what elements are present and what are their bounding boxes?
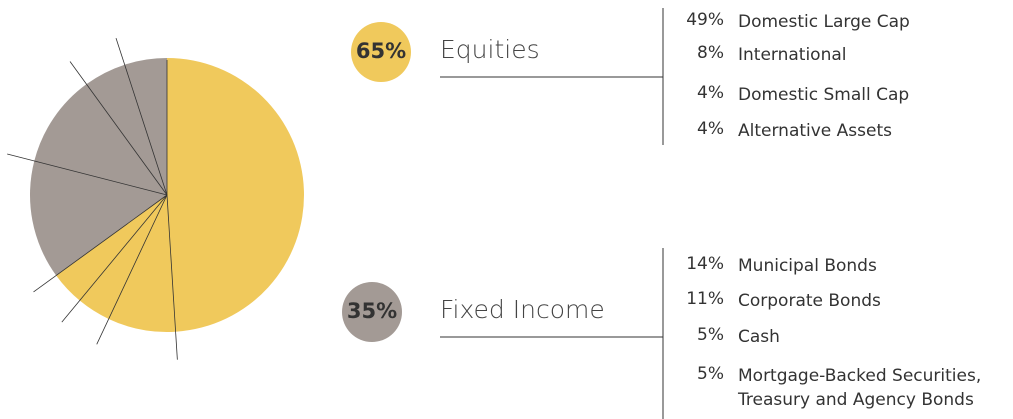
item-name: International [738, 45, 847, 65]
item-percent: 5% [697, 364, 724, 384]
pie-slice [108, 195, 176, 333]
pie-slice [34, 84, 167, 195]
item-percent: 5% [697, 325, 724, 345]
leader-line [33, 194, 168, 293]
group-total: 65% [355, 39, 407, 63]
leader-line [69, 61, 168, 196]
item-name: Alternative Assets [738, 121, 892, 141]
item-percent: 4% [697, 83, 724, 103]
group-name: Equities [440, 35, 540, 64]
group-badge [342, 282, 402, 342]
group-name: Fixed Income [440, 295, 605, 324]
item-percent: 49% [686, 10, 724, 30]
item-name: Mortgage-Backed Securities, Treasury and… [738, 366, 982, 410]
item-name: Corporate Bonds [738, 291, 881, 311]
pie-slice [124, 58, 167, 195]
item-percent: 8% [697, 43, 724, 63]
leader-line [61, 194, 168, 323]
item-percent: 11% [686, 289, 724, 309]
group-total: 35% [346, 299, 398, 323]
item-name: Domestic Large Cap [738, 12, 910, 32]
pie-slice [30, 160, 168, 276]
item-name: Cash [738, 327, 780, 347]
item-name: Domestic Small Cap [738, 85, 910, 105]
pie-slice [167, 57, 305, 332]
leader-line [96, 194, 168, 345]
pie-slice [79, 195, 167, 319]
item-percent: 14% [686, 254, 724, 274]
pie-slice [56, 195, 167, 301]
pie-slice [86, 64, 167, 195]
group-badge [351, 22, 411, 82]
leader-line [166, 194, 178, 360]
leader-line [7, 153, 168, 196]
item-percent: 4% [697, 119, 724, 139]
leader-line [115, 37, 168, 196]
item-name: Municipal Bonds [738, 256, 877, 276]
